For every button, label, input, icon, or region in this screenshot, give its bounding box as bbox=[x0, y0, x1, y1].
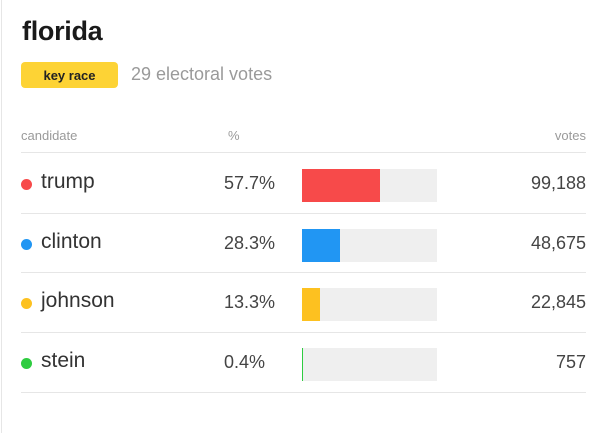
vote-share-fill bbox=[302, 348, 303, 381]
candidate-percent: 57.7% bbox=[224, 173, 276, 193]
divider bbox=[21, 332, 586, 333]
candidate-row-trump: trump 57.7% 99,188 bbox=[21, 153, 586, 213]
candidate-percent: 28.3% bbox=[224, 233, 276, 253]
candidate-name: stein bbox=[41, 349, 86, 372]
candidate-votes: 22,845 bbox=[530, 292, 586, 312]
vote-share-fill bbox=[302, 169, 380, 202]
party-dot-icon bbox=[21, 179, 32, 190]
header-percent: % bbox=[228, 128, 240, 143]
candidate-votes: 757 bbox=[555, 352, 586, 372]
candidate-name: johnson bbox=[41, 289, 115, 312]
vote-share-fill bbox=[302, 229, 341, 262]
vote-share-bar bbox=[302, 169, 437, 202]
vote-share-bar bbox=[302, 348, 437, 381]
vote-share-bar bbox=[302, 229, 437, 262]
candidate-row-stein: stein 0.4% 757 bbox=[21, 332, 586, 392]
divider bbox=[21, 213, 586, 214]
panel-border bbox=[1, 0, 2, 433]
candidate-name: trump bbox=[41, 170, 95, 193]
party-dot-icon bbox=[21, 298, 32, 309]
candidate-votes: 99,188 bbox=[530, 173, 586, 193]
party-dot-icon bbox=[21, 239, 32, 250]
divider bbox=[21, 152, 586, 153]
candidate-votes: 48,675 bbox=[530, 233, 586, 253]
vote-share-bar bbox=[302, 288, 437, 321]
vote-share-fill bbox=[302, 288, 320, 321]
candidate-percent: 13.3% bbox=[224, 292, 276, 312]
header-votes: votes bbox=[554, 128, 586, 143]
key-race-badge: key race bbox=[21, 62, 118, 88]
electoral-votes-text: 29 electoral votes bbox=[131, 64, 273, 84]
divider bbox=[21, 392, 586, 393]
party-dot-icon bbox=[21, 358, 32, 369]
header-candidate: candidate bbox=[21, 128, 78, 143]
candidate-row-johnson: johnson 13.3% 22,845 bbox=[21, 272, 586, 332]
candidate-percent: 0.4% bbox=[224, 352, 266, 372]
candidate-name: clinton bbox=[41, 230, 102, 253]
divider bbox=[21, 272, 586, 273]
state-title: florida bbox=[22, 16, 103, 46]
candidate-row-clinton: clinton 28.3% 48,675 bbox=[21, 213, 586, 273]
